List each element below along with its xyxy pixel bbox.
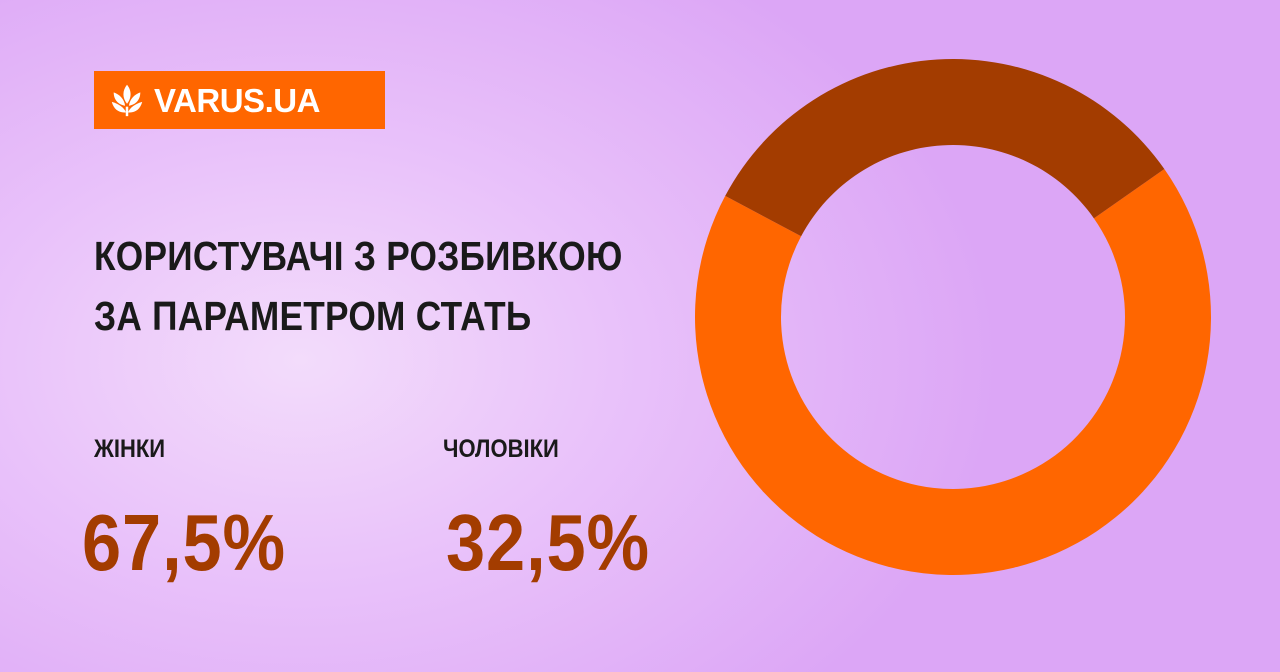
title-line-1: КОРИСТУВАЧІ З РОЗБИВКОЮ (94, 233, 623, 279)
donut-chart (695, 59, 1211, 576)
page-title: КОРИСТУВАЧІ З РОЗБИВКОЮ ЗА ПАРАМЕТРОМ СТ… (94, 226, 623, 346)
logo-text: VARUS.UA (154, 81, 320, 119)
donut-slice-women (695, 169, 1211, 576)
title-line-2: ЗА ПАРАМЕТРОМ СТАТЬ (94, 293, 532, 339)
donut-slice-men (725, 59, 1165, 237)
stat-label-women: ЖІНКИ (94, 435, 166, 463)
wheat-flower-icon (111, 84, 143, 117)
stat-value-women: 67,5% (82, 498, 287, 587)
stat-label-men: ЧОЛОВІКИ (443, 435, 559, 463)
varus-logo: VARUS.UA (94, 71, 385, 129)
stat-value-men: 32,5% (446, 498, 651, 587)
